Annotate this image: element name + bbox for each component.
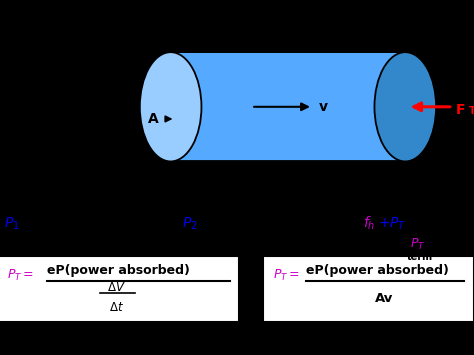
Text: v: v	[319, 100, 328, 114]
Text: $\Delta t$: $\Delta t$	[109, 301, 124, 313]
FancyBboxPatch shape	[0, 256, 239, 322]
Text: $+\frac{1}{2}\rho v_2{}^2+\rho g h_2+\rho g$: $+\frac{1}{2}\rho v_2{}^2+\rho g h_2+\rh…	[203, 213, 326, 235]
Text: Turbines are pumps: Turbines are pumps	[5, 114, 121, 124]
Text: relating the power absorbed by the turbine to the pressure: relating the power absorbed by the turbi…	[5, 245, 356, 255]
Text: $+\frac{1}{2}\rho v_1{}^2+\rho g h_1$: $+\frac{1}{2}\rho v_1{}^2+\rho g h_1$	[25, 213, 115, 235]
Ellipse shape	[140, 52, 201, 162]
Ellipse shape	[374, 52, 436, 162]
Text: eP(power absorbed): eP(power absorbed)	[47, 264, 190, 277]
Text: energy from a system.: energy from a system.	[5, 90, 137, 100]
Text: $P_2$: $P_2$	[182, 215, 198, 232]
Text: in reverse.: in reverse.	[5, 135, 68, 145]
Text: eP(power absorbed): eP(power absorbed)	[306, 264, 448, 277]
Bar	[171, 52, 405, 162]
Text: $=$: $=$	[171, 217, 185, 231]
Text: Turbine: Turbine	[469, 106, 474, 116]
Text: P: P	[168, 29, 178, 43]
Text: $P_T$: $P_T$	[410, 237, 426, 252]
FancyBboxPatch shape	[263, 256, 474, 322]
Text: P(usable power) = eP(absorbed): P(usable power) = eP(absorbed)	[5, 184, 234, 197]
Text: Turbines remove: Turbines remove	[5, 69, 103, 78]
Text: $P_T=$: $P_T=$	[273, 268, 300, 283]
Text: or: or	[249, 283, 263, 295]
Text: Av: Av	[375, 291, 393, 305]
Text: x: x	[284, 158, 292, 170]
Text: $\Delta V$: $\Delta V$	[107, 281, 126, 294]
Text: A: A	[148, 112, 159, 126]
Text: $+P_T$: $+P_T$	[378, 215, 406, 232]
Text: term: term	[407, 252, 433, 262]
Text: $\mathbf{F}$: $\mathbf{F}$	[455, 103, 465, 117]
Text: $P_T=$: $P_T=$	[7, 268, 34, 283]
Text: Turnbines in Bernoulli's Equation: Turnbines in Bernoulli's Equation	[87, 31, 387, 46]
Text: $+P_P$: $+P_P$	[137, 216, 163, 231]
Text: $f_h$: $f_h$	[363, 215, 375, 233]
Text: $P_1$: $P_1$	[4, 215, 19, 232]
